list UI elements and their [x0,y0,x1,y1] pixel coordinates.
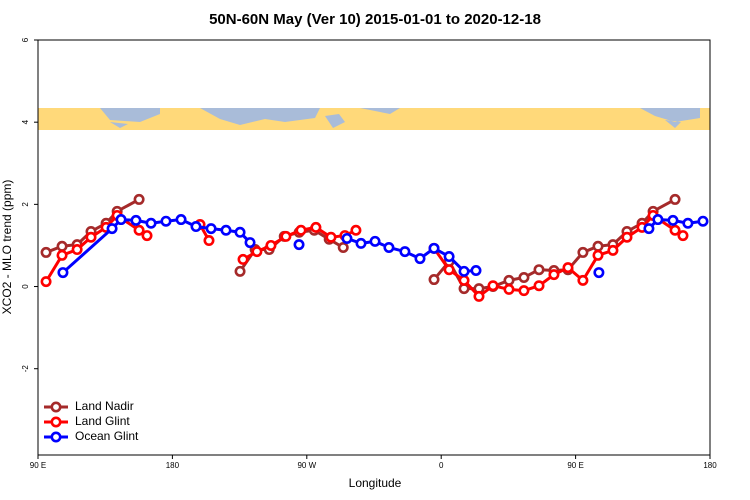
data-point [355,237,367,249]
data-point [190,221,202,233]
data-point [592,249,604,261]
data-point [133,193,145,205]
data-point [697,215,709,227]
plot-frame [37,39,711,456]
data-point [115,214,127,226]
data-point [577,246,589,258]
data-point [130,214,142,226]
y-tick-label: 4 [21,119,30,124]
data-point [383,242,395,254]
data-point [251,246,263,258]
data-point [593,267,605,279]
x-tick-label: 180 [703,461,717,470]
data-point [548,269,560,281]
data-point [220,224,232,236]
data-point [234,226,246,238]
data-point [443,251,455,263]
data-point [234,265,246,277]
data-point [458,274,470,286]
data-point [325,231,337,243]
data-point [669,224,681,236]
y-axis-label: XCO2 - MLO trend (ppm) [0,180,14,315]
data-point [562,262,574,274]
data-point [473,290,485,302]
data-point [503,283,515,295]
data-point [443,264,455,276]
data-point [503,274,515,286]
x-tick-label: 90 W [297,461,316,470]
data-point [133,224,145,236]
legend-marker [50,416,62,428]
y-tick-label: 0 [21,284,30,289]
data-point [40,246,52,258]
y-tick-label: -2 [21,365,30,373]
data-point [682,217,694,229]
x-tick-label: 90 E [30,461,46,470]
data-point [265,239,277,251]
data-point [518,285,530,297]
y-tick-label: 6 [21,37,30,42]
data-point [310,221,322,233]
x-tick-label: 0 [439,461,444,470]
data-point [280,230,292,242]
legend-marker [50,401,62,413]
legend-label: Ocean Glint [75,429,139,443]
chart-title: 50N-60N May (Ver 10) 2015-01-01 to 2020-… [209,11,541,28]
series-line [44,213,684,299]
data-point [175,214,187,226]
data-point [341,232,353,244]
data-point [458,265,470,277]
data-point [350,224,362,236]
data-point [470,265,482,277]
data-point [667,214,679,226]
data-point [652,214,664,226]
data-point [399,246,411,258]
data-point [56,249,68,261]
data-point [577,274,589,286]
data-point [160,215,172,227]
data-point [57,267,69,279]
data-point [533,280,545,292]
legend-marker [50,431,62,443]
data-point [533,264,545,276]
data-point [106,223,118,235]
data-point [487,280,499,292]
data-point [293,239,305,251]
data-point [203,235,215,247]
data-point [295,224,307,236]
data-point [369,235,381,247]
map-strip [38,108,710,130]
data-point [428,274,440,286]
data-point [71,244,83,256]
data-point [337,242,349,254]
data-point [592,240,604,252]
data-point [518,271,530,283]
data-point [56,240,68,252]
y-tick-label: 2 [21,202,30,207]
data-point [40,276,52,288]
data-point [669,193,681,205]
data-point [677,230,689,242]
data-point [141,230,153,242]
data-point [145,217,157,229]
legend-label: Land Glint [75,414,130,428]
data-point [237,253,249,265]
data-point [428,242,440,254]
data-point [621,231,633,243]
x-tick-label: 90 E [567,461,583,470]
data-point [244,237,256,249]
data-point [607,244,619,256]
data-point [85,231,97,243]
data-point [643,223,655,235]
data-point [205,223,217,235]
data-point [414,253,426,265]
x-tick-label: 180 [166,461,180,470]
legend-label: Land Nadir [75,399,134,413]
x-axis-label: Longitude [349,476,402,490]
